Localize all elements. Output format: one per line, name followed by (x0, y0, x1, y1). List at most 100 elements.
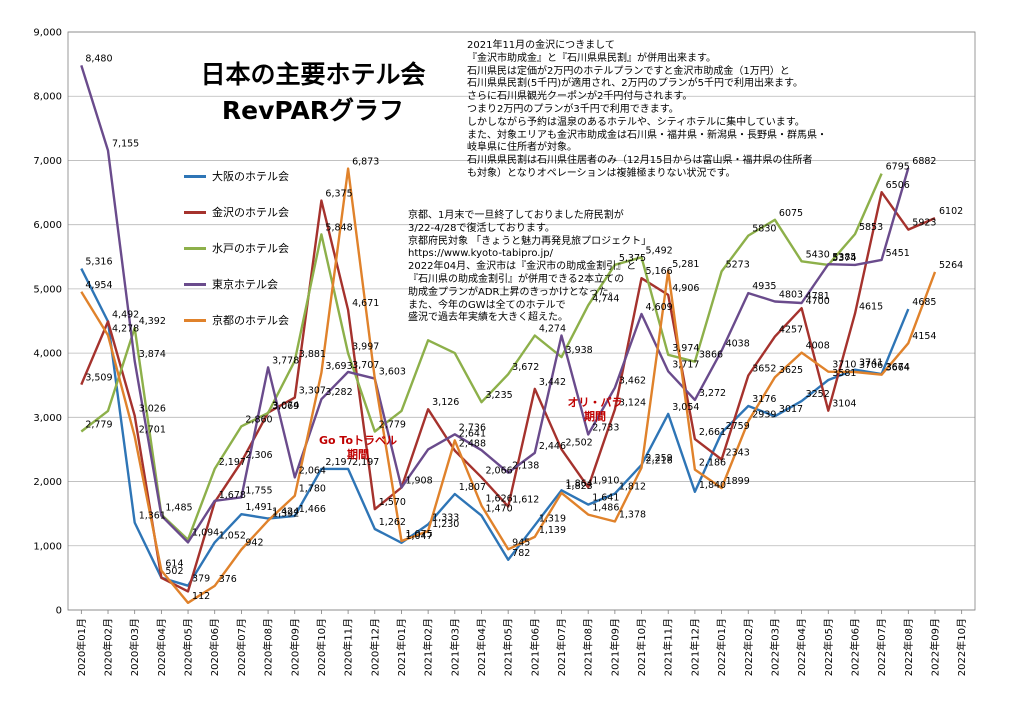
data-label-tokyo: 3,707 (352, 360, 379, 371)
y-tick-label: 3,000 (33, 413, 62, 424)
x-tick-label: 2020年05月 (182, 618, 195, 676)
x-tick-label: 2020年12月 (368, 618, 381, 676)
y-axis: 0 1,000 2,000 3,000 4,000 5,000 6,000 7,000 8,00… (33, 28, 62, 617)
note1-line: 岐阜県に住所者が対象。 (467, 142, 577, 154)
note2-line: 3/22-4/28で復活しております。 (408, 222, 555, 234)
data-label-kanazawa: 3,074 (272, 401, 299, 412)
data-label-tokyo: 7,155 (112, 138, 139, 149)
data-label-tokyo: 5385 (832, 252, 856, 263)
data-label-mito: 4,274 (539, 324, 566, 335)
note1-line: 石川県民は定価が2万円のホテルプランですと金沢市助成金（1万円）と (467, 65, 790, 77)
data-label-osaka: 782 (512, 548, 530, 559)
data-label-osaka: 1,840 (699, 480, 726, 491)
data-label-kyoto: 2,186 (699, 458, 726, 469)
data-label-kyoto: 614 (165, 559, 183, 570)
x-tick-label: 2022年04月 (795, 618, 808, 676)
data-label-kyoto: 4154 (912, 331, 936, 342)
data-label-kanazawa: 2,066 (485, 465, 512, 476)
note2-line: 助成金プランがADR上昇のきっかけとなった。 (408, 286, 619, 298)
data-label-kyoto: 2,641 (459, 428, 486, 439)
note2-line: 『石川県の助成金割引』が併用できる2本立ての (408, 273, 625, 285)
series-lines (80, 65, 937, 604)
note2-line: また、今年のGWは全てのホテルで (408, 299, 566, 311)
goto-travel-annotation: Go Toトラベル 期間 (313, 434, 403, 462)
x-tick-label: 2020年08月 (262, 618, 275, 676)
y-tick-label: 0 (56, 606, 62, 617)
data-label-kyoto: 1,378 (619, 510, 646, 521)
note1-line: しかしながら予約は温泉のあるホテルや、シティホテルに集中しています。 (467, 116, 805, 128)
data-label-mito: 5830 (752, 224, 776, 235)
data-label-tokyo: 4,609 (646, 302, 673, 313)
data-label-mito: 5374 (832, 253, 856, 264)
data-label-kanazawa: 1,612 (512, 494, 539, 505)
data-label-tokyo: 3,778 (272, 355, 299, 366)
notes-kanazawa: 2021年11月の金沢につきまして 『金沢市助成金』と『石川県県民割』が併用出来ま… (467, 40, 827, 181)
y-tick-label: 6,000 (33, 220, 62, 231)
data-label-kanazawa: 4700 (806, 296, 830, 307)
data-label-kanazawa: 2343 (726, 448, 750, 459)
data-label-tokyo: 5451 (886, 248, 910, 259)
data-label-kyoto: 3625 (779, 365, 803, 376)
data-label-kanazawa: 4,671 (352, 298, 379, 309)
x-tick-label: 2020年11月 (342, 618, 355, 676)
data-label-kyoto: 1,139 (539, 525, 566, 536)
data-label-osaka: 1,807 (459, 482, 486, 493)
data-label-osaka: 2,259 (646, 453, 673, 464)
data-label-mito: 3,997 (352, 341, 379, 352)
legend-item-kanazawa: 金沢のホテル会 (184, 194, 289, 230)
data-label-kanazawa: 1,910 (592, 475, 619, 486)
note1-line: 石川県県民割(5千円)が適用され、2万円のプランが5千円で利用出来ます。 (467, 78, 803, 90)
series-line-kyoto (80, 167, 937, 604)
legend-label-kanazawa: 金沢のホテル会 (212, 206, 289, 219)
x-tick-label: 2022年09月 (928, 618, 941, 676)
data-label-osaka: 1,812 (619, 482, 646, 493)
goto-line1: Go Toトラベル (318, 434, 397, 447)
data-label-kanazawa: 4615 (859, 302, 883, 313)
data-label-osaka: 5,316 (85, 257, 112, 268)
data-label-osaka: 3581 (832, 368, 856, 379)
data-label-osaka: 3,054 (672, 402, 699, 413)
data-label-mito: 2,779 (379, 420, 406, 431)
data-label-mito: 3,672 (512, 362, 539, 373)
data-label-kyoto: 112 (192, 591, 210, 602)
data-label-tokyo: 4781 (806, 291, 830, 302)
data-label-osaka: 502 (165, 566, 183, 577)
data-label-mito: 5,848 (325, 222, 352, 233)
data-label-mito: 3,974 (672, 343, 699, 354)
data-label-kanazawa: 3,509 (85, 373, 112, 384)
y-tick-label: 5,000 (33, 284, 62, 295)
data-label-osaka: 4685 (912, 297, 936, 308)
data-label-osaka: 1,424 (272, 507, 299, 518)
data-label-tokyo: 4803 (779, 290, 803, 301)
x-tick-label: 2022年03月 (768, 618, 781, 676)
notes-kyoto: 京都、1月末で一旦終了しておりました府民割が 3/22-4/28で復活しております… (408, 210, 651, 325)
data-label-osaka: 1,641 (592, 493, 619, 504)
data-label-kanazawa: 2,306 (245, 450, 272, 461)
data-label-kanazawa: 2,488 (459, 439, 486, 450)
x-tick-label: 2022年07月 (875, 618, 888, 676)
x-tick-label: 2020年06月 (208, 618, 221, 676)
data-label-kyoto: 3664 (886, 363, 910, 374)
legend-label-osaka: 大阪のホテル会 (212, 170, 289, 183)
x-axis: 2020年01月 2020年02月 2020年03月 2020年04月 2020年05月… (75, 610, 968, 676)
x-tick-label: 2021年10月 (635, 618, 648, 676)
data-label-osaka: 3741 (859, 358, 883, 369)
x-tick-label: 2022年01月 (715, 618, 728, 676)
data-label-mito: 4,744 (592, 293, 619, 304)
data-label-kanazawa: 5923 (912, 218, 936, 229)
data-label-kanazawa: 6,375 (325, 189, 352, 200)
goto-line2: 期間 (347, 448, 369, 461)
data-label-kyoto: 2,701 (139, 425, 166, 436)
x-tick-label: 2020年09月 (288, 618, 301, 676)
legend-item-osaka: 大阪のホテル会 (184, 158, 289, 194)
data-label-tokyo: 4038 (726, 339, 750, 350)
x-tick-label: 2021年04月 (475, 618, 488, 676)
data-label-mito: 3,069 (272, 401, 299, 412)
data-label-kanazawa: 3,442 (539, 377, 566, 388)
data-label-mito: 1,485 (165, 503, 192, 514)
data-label-tokyo: 2,138 (512, 461, 539, 472)
data-labels: 5,316 4,492 1,361 502 379 1,052 1,491 1,424 1,46… (85, 53, 963, 601)
x-tick-label: 2020年01月 (75, 618, 88, 676)
data-label-kyoto: 5,281 (672, 259, 699, 270)
series-line-osaka (80, 268, 910, 587)
